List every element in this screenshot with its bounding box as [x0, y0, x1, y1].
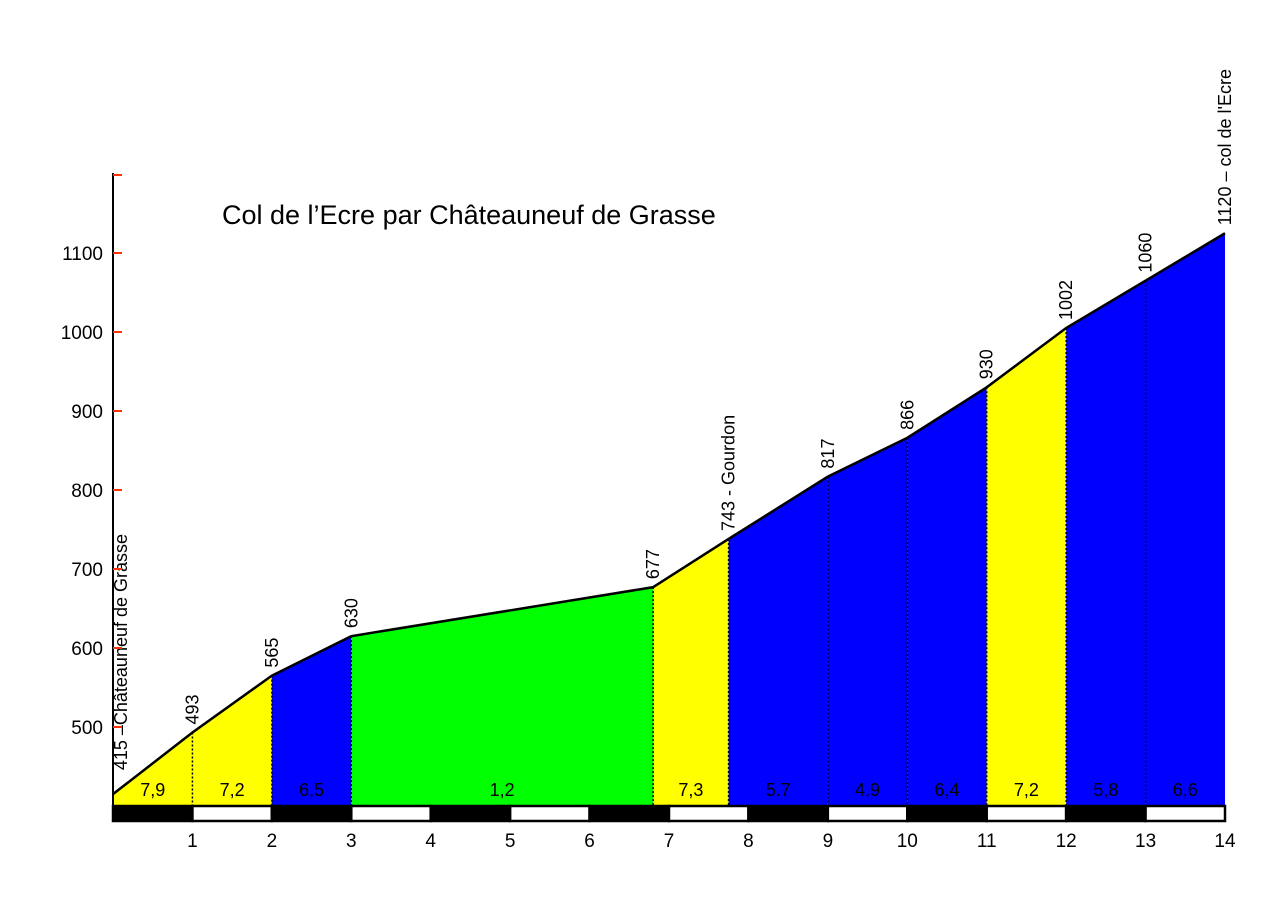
grade-label: 6,4: [934, 780, 959, 800]
x-tick-label: 10: [897, 831, 918, 852]
altitude-label: 677: [643, 549, 663, 579]
x-tick-label: 1: [187, 831, 198, 852]
chart-title: Col de l’Ecre par Châteauneuf de Grasse: [222, 200, 716, 230]
y-tick-label: 800: [71, 481, 103, 502]
km-bar-segment: [667, 804, 750, 823]
grade-segment: [1066, 280, 1146, 805]
x-tick-label: 4: [425, 831, 436, 852]
altitude-label: 1120 – col de l'Ecre: [1215, 69, 1235, 225]
grade-label: 5,8: [1093, 780, 1118, 800]
grade-segment: [827, 437, 908, 805]
x-tick-label: 13: [1135, 831, 1156, 852]
x-tick-label: 5: [505, 831, 516, 852]
km-bar-segment: [747, 804, 830, 823]
grade-segment: [986, 328, 1067, 805]
x-tick-label: 3: [346, 831, 357, 852]
elevation-line: [112, 232, 1226, 796]
grade-segments: [113, 233, 1225, 805]
altitude-label: 866: [897, 400, 917, 430]
altitude-label: 1002: [1056, 280, 1076, 320]
grade-label: 6,6: [1173, 780, 1198, 800]
grade-segment: [271, 636, 352, 805]
altitude-label: 1060: [1136, 233, 1156, 273]
km-bar-segment: [191, 804, 274, 823]
segment-dividers: [191, 280, 1147, 805]
km-bar-segment: [826, 804, 909, 823]
y-tick-label: 900: [71, 402, 103, 423]
km-bar-segment: [906, 804, 988, 823]
km-bar-segment: [1144, 804, 1227, 823]
km-bar-segment: [429, 804, 512, 823]
grade-segment: [907, 387, 987, 805]
y-tick-label: 1000: [61, 323, 103, 344]
km-bar-segment: [588, 804, 671, 823]
altitude-label: 415 –Châteauneuf de Grasse: [111, 534, 131, 770]
x-tick-label: 2: [267, 831, 278, 852]
y-tick-label: 500: [71, 718, 103, 739]
grade-label: 6,5: [299, 780, 324, 800]
grade-segment: [728, 476, 828, 805]
km-bar-segment: [270, 804, 353, 823]
grade-labels: 7,9 7,2 6,5 1,2 7,3 5.7 4,9 6,4 7,2 5,8 6,6: [140, 780, 1198, 800]
grade-label: 7,2: [220, 780, 245, 800]
altitude-label: 630: [341, 598, 361, 628]
x-tick-label: 7: [664, 831, 675, 852]
y-tick-label: 1100: [62, 244, 103, 265]
altitude-label: 743 - Gourdon: [719, 415, 739, 531]
grade-label: 7,2: [1014, 780, 1039, 800]
x-tick-label: 9: [823, 831, 834, 852]
grade-segment: [351, 587, 654, 805]
grade-segment: [192, 675, 272, 805]
x-axis-ticks: 1 2 3 4 5 6 7 8 9 10 11 12 13 14: [187, 831, 1236, 852]
y-tick-label: 600: [71, 639, 103, 660]
grade-label: 7,9: [140, 780, 165, 800]
grade-label: 1,2: [490, 780, 515, 800]
x-tick-label: 14: [1214, 831, 1236, 852]
altitude-labels: 415 –Châteauneuf de Grasse 493 565 630 677 74…: [111, 69, 1235, 770]
grade-segment: [653, 538, 729, 805]
grade-segment: [113, 732, 193, 805]
x-tick-label: 11: [977, 831, 997, 852]
km-bar-segment: [508, 804, 591, 823]
altitude-label: 930: [977, 349, 997, 379]
x-tick-label: 8: [743, 831, 754, 852]
km-scale-bar: [111, 804, 1227, 823]
grade-label: 4,9: [855, 780, 880, 800]
x-tick-label: 6: [584, 831, 595, 852]
y-axis: 500 600 700 800 900 1000 1100: [61, 173, 122, 822]
altitude-label: 817: [818, 439, 838, 469]
km-bar-segment: [350, 804, 432, 823]
km-bar-segment: [1064, 804, 1147, 823]
km-bar-segment: [111, 804, 194, 823]
y-tick-label: 700: [71, 560, 103, 581]
x-tick-label: 12: [1056, 831, 1077, 852]
grade-label: 7,3: [678, 780, 703, 800]
km-bar-segment: [985, 804, 1068, 823]
grade-label: 5.7: [766, 780, 791, 800]
altitude-label: 565: [262, 638, 282, 668]
altitude-label: 493: [182, 694, 202, 724]
grade-segment: [1145, 233, 1225, 805]
